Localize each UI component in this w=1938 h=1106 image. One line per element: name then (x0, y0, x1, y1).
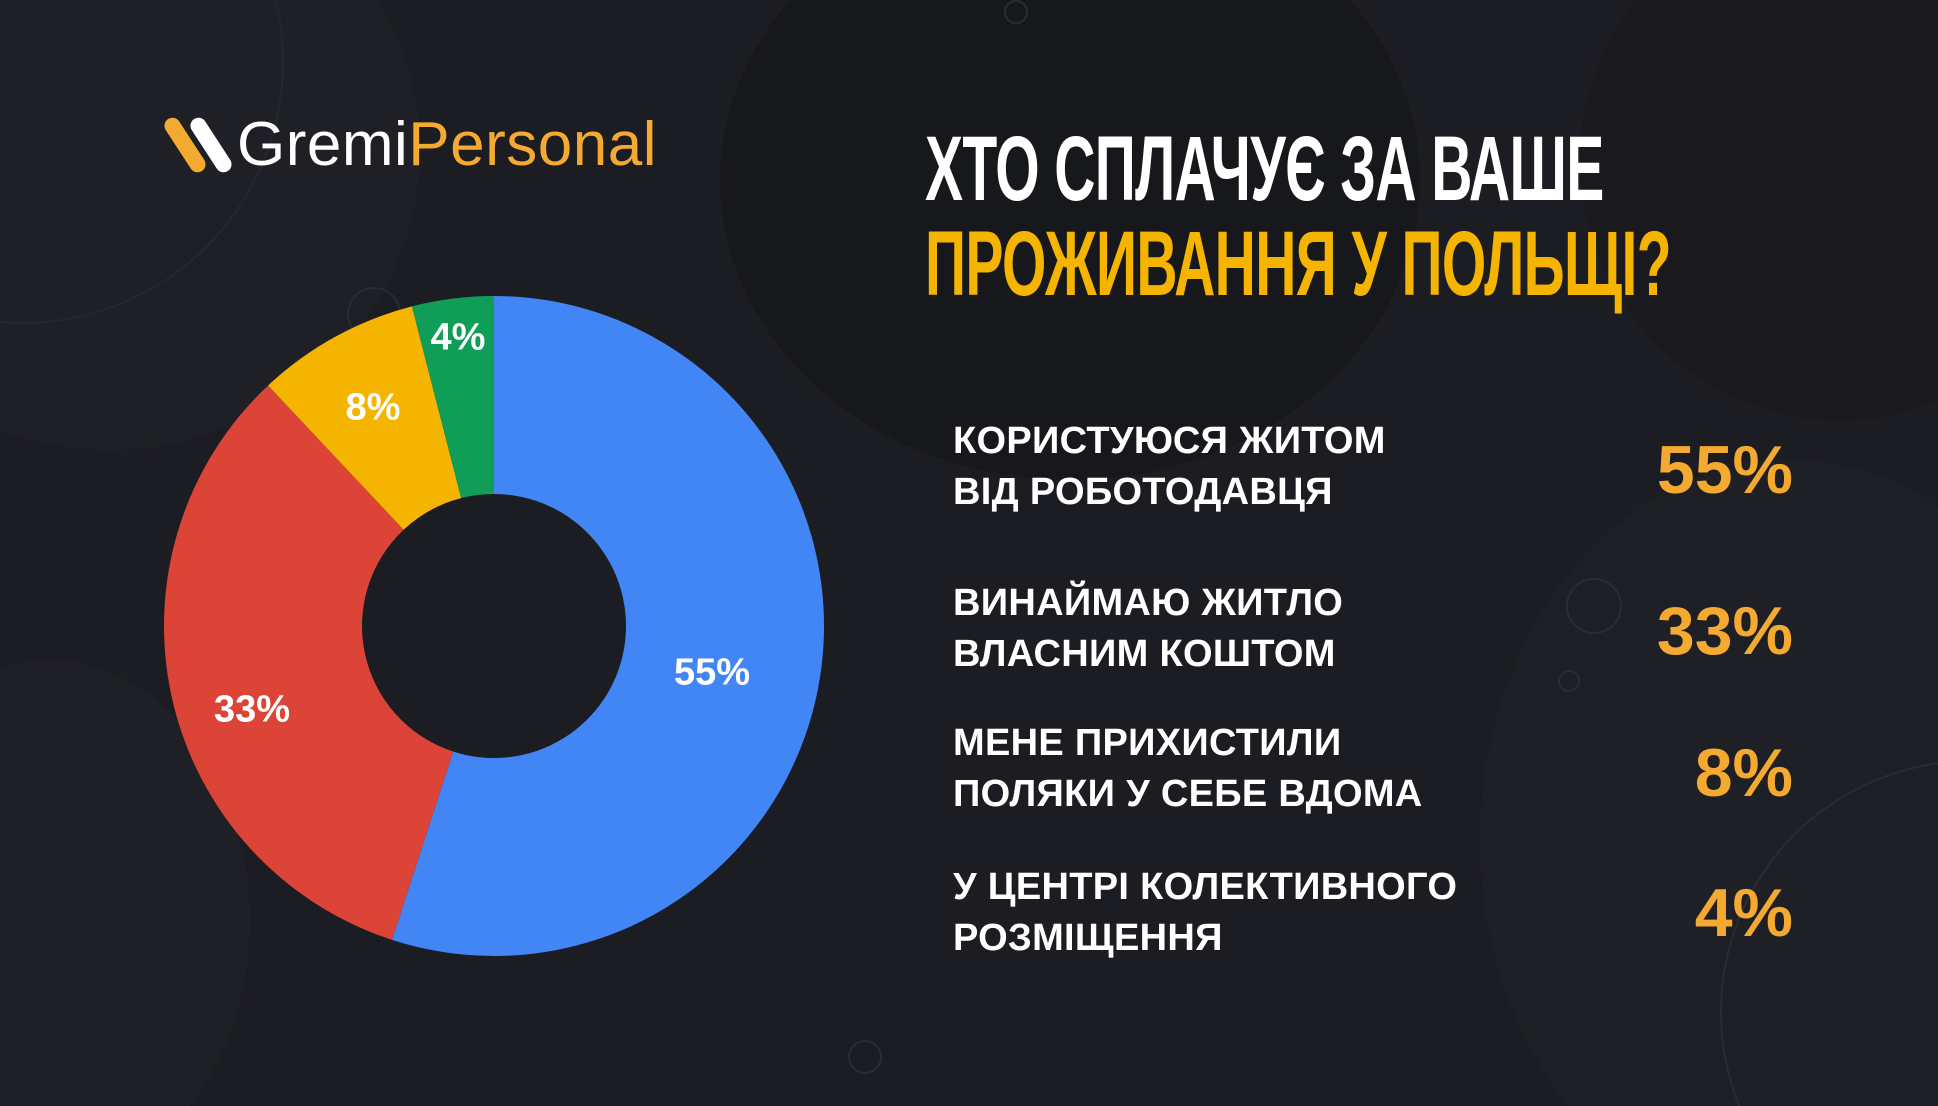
legend-value: 8% (1694, 735, 1793, 811)
legend-item-collective-center: У ЦЕНТРІ КОЛЕКТИВНОГО РОЗМІЩЕННЯ 4% (953, 862, 1793, 972)
legend-item-sheltered-by-poles: МЕНЕ ПРИХИСТИЛИ ПОЛЯКИ У СЕБЕ ВДОМА 8% (953, 718, 1793, 828)
logo-mark-icon (161, 114, 235, 176)
legend-value: 4% (1694, 875, 1793, 951)
legend-label-line1: МЕНЕ ПРИХИСТИЛИ (953, 722, 1342, 764)
slice-label-4: 4% (430, 316, 486, 359)
legend-label-line2: РОЗМІЩЕННЯ (953, 917, 1223, 959)
legend-label: МЕНЕ ПРИХИСТИЛИ ПОЛЯКИ У СЕБЕ ВДОМА (953, 718, 1423, 820)
legend-label-line2: ПОЛЯКИ У СЕБЕ ВДОМА (953, 773, 1423, 815)
donut-slice (411, 296, 494, 499)
legend-label-line1: ВИНАЙМАЮ ЖИТЛО (953, 582, 1344, 624)
slice-label-33: 33% (213, 688, 291, 731)
legend-label: У ЦЕНТРІ КОЛЕКТИВНОГО РОЗМІЩЕННЯ (953, 862, 1457, 964)
donut-chart-svg (163, 296, 825, 956)
legend-label-line2: ВЛАСНИМ КОШТОМ (953, 633, 1336, 675)
legend-label-line1: КОРИСТУЮСЯ ЖИТОМ (953, 420, 1386, 462)
donut-slice (392, 296, 825, 956)
brand-name-part1: Gremi (237, 110, 409, 179)
slice-label-8: 8% (345, 386, 401, 429)
donut-slice (268, 306, 462, 530)
legend-label-line2: ВІД РОБОТОДАВЦЯ (953, 471, 1333, 513)
page-title: ХТО СПЛАЧУЄ ЗА ВАШЕ ПРОЖИВАННЯ У ПОЛЬЩІ? (925, 122, 1938, 312)
legend-label: КОРИСТУЮСЯ ЖИТОМ ВІД РОБОТОДАВЦЯ (953, 416, 1386, 518)
slice-label-55: 55% (673, 651, 751, 694)
brand-logo: GremiPersonal (161, 112, 657, 178)
brand-name-part2: Personal (408, 110, 657, 179)
title-line-2: ПРОЖИВАННЯ У ПОЛЬЩІ? (925, 213, 1672, 315)
title-line-1: ХТО СПЛАЧУЄ ЗА ВАШЕ (925, 118, 1604, 220)
donut-slice (163, 385, 454, 940)
legend-label-line1: У ЦЕНТРІ КОЛЕКТИВНОГО (953, 866, 1458, 908)
donut-chart: 55% 33% 8% 4% (163, 296, 825, 956)
brand-name: GremiPersonal (237, 114, 657, 176)
legend-value: 33% (1656, 593, 1793, 669)
legend-item-rent-own-cost: ВИНАЙМАЮ ЖИТЛО ВЛАСНИМ КОШТОМ 33% (953, 578, 1793, 688)
legend-value: 55% (1656, 432, 1793, 508)
legend-label: ВИНАЙМАЮ ЖИТЛО ВЛАСНИМ КОШТОМ (953, 578, 1343, 680)
legend-item-employer-housing: КОРИСТУЮСЯ ЖИТОМ ВІД РОБОТОДАВЦЯ 55% (953, 416, 1793, 526)
